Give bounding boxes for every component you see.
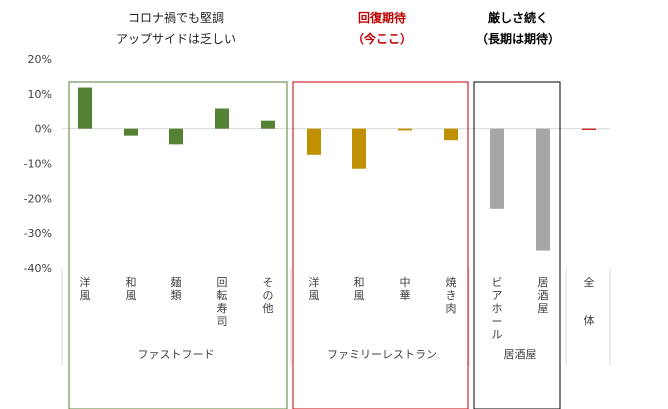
bar — [261, 120, 275, 129]
category-label: その他 — [263, 276, 274, 315]
category-label: 洋風 — [309, 275, 320, 302]
group-label: 居酒屋 — [504, 348, 537, 361]
category-label: 和風 — [126, 276, 137, 302]
bar — [444, 128, 458, 141]
annotation-subtitle: （今ここ） — [352, 31, 412, 46]
bar — [307, 128, 321, 155]
category-label: ビアホール — [492, 276, 503, 341]
bar — [398, 128, 412, 131]
group-label: ファストフード — [138, 348, 215, 361]
y-tick-label: -40% — [24, 262, 52, 275]
annotation-title: 回復期待 — [358, 10, 406, 25]
annotation-box — [68, 81, 288, 409]
annotation-box — [292, 81, 469, 409]
bar — [352, 128, 366, 169]
bar — [124, 128, 138, 136]
category-label: 焼き肉 — [446, 276, 457, 315]
bar — [78, 87, 92, 129]
y-tick-label: 0% — [35, 123, 52, 136]
bar — [582, 128, 596, 130]
y-tick-label: 20% — [28, 53, 52, 66]
category-label: 麺類 — [171, 276, 182, 302]
category-label: 中華 — [400, 276, 411, 302]
y-tick-label: -10% — [24, 158, 52, 171]
y-tick-label: -20% — [24, 192, 52, 205]
bar — [215, 108, 229, 129]
bar — [536, 128, 550, 251]
y-tick-label: 10% — [28, 88, 52, 101]
bar — [490, 128, 504, 209]
category-label: 洋風 — [80, 275, 91, 302]
annotation-box — [473, 81, 561, 409]
annotation-subtitle: アップサイドは乏しい — [116, 32, 236, 46]
annotation-subtitle: （長期は期待） — [476, 31, 560, 46]
group-label: ファミリーレストラン — [327, 348, 437, 361]
annotation-title: 厳しさ続く — [488, 10, 548, 25]
y-tick-label: -30% — [24, 227, 52, 240]
annotation-title: コロナ禍でも堅調 — [128, 10, 224, 25]
category-label: 居酒屋 — [538, 276, 549, 315]
category-label: 回転寿司 — [217, 276, 228, 328]
bar — [169, 128, 183, 145]
category-label: 全体 — [584, 275, 595, 327]
category-label: 和風 — [354, 276, 365, 302]
